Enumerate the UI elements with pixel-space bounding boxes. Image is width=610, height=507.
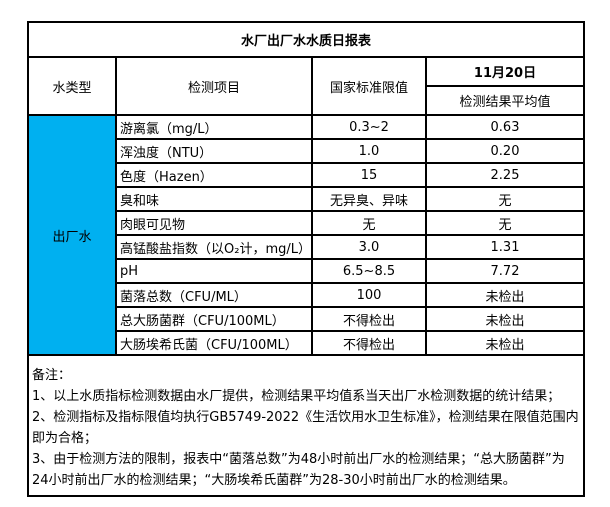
row-limit: 无: [311, 210, 427, 236]
report-title: 水厂出厂水水质日报表: [26, 21, 586, 58]
notes-row: 备注： 1、以上水质指标检测数据由水厂提供，检测结果平均值系当天出厂水检测数据的…: [26, 354, 586, 497]
row-limit: 15: [311, 162, 427, 188]
row-limit: 100: [311, 282, 427, 308]
header-row-2: 检测结果平均值: [28, 85, 586, 116]
water-quality-table: 水厂出厂水水质日报表 水类型 检测项目 国家标准限值 11月20日 检测结果平均…: [26, 21, 586, 497]
note-line-2: 2、检测指标及指标限值均执行GB5749-2022《生活饮用水卫生标准》，检测结…: [32, 410, 579, 446]
row-item: 高锰酸盐指数（以O₂计，mg/L）: [115, 234, 313, 260]
row-item: pH: [115, 258, 313, 284]
title-row: 水厂出厂水水质日报表: [26, 21, 586, 58]
row-limit: 6.5~8.5: [311, 258, 427, 284]
row-limit: 0.3~2: [311, 114, 427, 140]
table-row: pH 6.5~8.5 7.72: [28, 258, 586, 284]
row-item: 肉眼可见物: [115, 210, 313, 236]
table-row: 浑浊度（NTU） 1.0 0.20: [28, 138, 586, 164]
header-standard-limit: 国家标准限值: [311, 56, 427, 116]
row-result: 未检出: [424, 282, 586, 308]
row-item: 总大肠菌群（CFU/100ML）: [115, 306, 313, 332]
row-result: 无: [424, 210, 586, 236]
row-limit: 不得检出: [311, 306, 427, 332]
table-row: 色度（Hazen） 15 2.25: [28, 162, 586, 188]
row-limit: 3.0: [311, 234, 427, 260]
header-date: 11月20日: [424, 56, 586, 87]
row-item: 臭和味: [115, 186, 313, 212]
row-result: 未检出: [424, 330, 586, 356]
table-row: 肉眼可见物 无 无: [28, 210, 586, 236]
note-line-1: 1、以上水质指标检测数据由水厂提供，检测结果平均值系当天出厂水检测数据的统计结果…: [32, 389, 561, 404]
water-type-cell: 出厂水: [27, 114, 117, 356]
row-result: 1.31: [424, 234, 586, 260]
header-row-1: 水类型 检测项目 国家标准限值 11月20日: [27, 56, 586, 116]
row-result: 2.25: [424, 162, 586, 188]
row-result: 7.72: [424, 258, 586, 284]
row-limit: 无异臭、异味: [311, 186, 427, 212]
row-item: 色度（Hazen）: [115, 162, 313, 188]
table-row: 出厂水 游离氯（mg/L） 0.3~2 0.63: [27, 114, 586, 356]
header-test-item: 检测项目: [115, 56, 313, 116]
table-row: 菌落总数（CFU/ML） 100 未检出: [28, 282, 586, 308]
header-water-type: 水类型: [27, 56, 117, 116]
row-limit: 1.0: [311, 138, 427, 164]
table-row: 高锰酸盐指数（以O₂计，mg/L） 3.0 1.31: [28, 234, 586, 260]
table-row: 总大肠菌群（CFU/100ML） 不得检出 未检出: [28, 306, 586, 332]
row-result: 未检出: [424, 306, 586, 332]
note-line-3: 3、由于检测方法的限制，报表中“菌落总数”为48小时前出厂水的检测结果；“总大肠…: [32, 452, 565, 488]
table-row: 大肠埃希氏菌（CFU/100ML） 不得检出 未检出: [28, 330, 586, 356]
row-item: 浑浊度（NTU）: [115, 138, 313, 164]
row-item: 大肠埃希氏菌（CFU/100ML）: [115, 330, 313, 356]
row-result: 0.63: [424, 114, 586, 140]
row-item: 游离氯（mg/L）: [115, 114, 313, 140]
row-result: 无: [424, 186, 586, 212]
table-row: 臭和味 无异臭、异味 无: [28, 186, 586, 212]
header-result-avg: 检测结果平均值: [424, 85, 586, 116]
row-limit: 不得检出: [311, 330, 427, 356]
row-item: 菌落总数（CFU/ML）: [115, 282, 313, 308]
notes-cell: 备注： 1、以上水质指标检测数据由水厂提供，检测结果平均值系当天出厂水检测数据的…: [26, 354, 586, 497]
notes-label: 备注：: [32, 368, 72, 383]
row-result: 0.20: [424, 138, 586, 164]
